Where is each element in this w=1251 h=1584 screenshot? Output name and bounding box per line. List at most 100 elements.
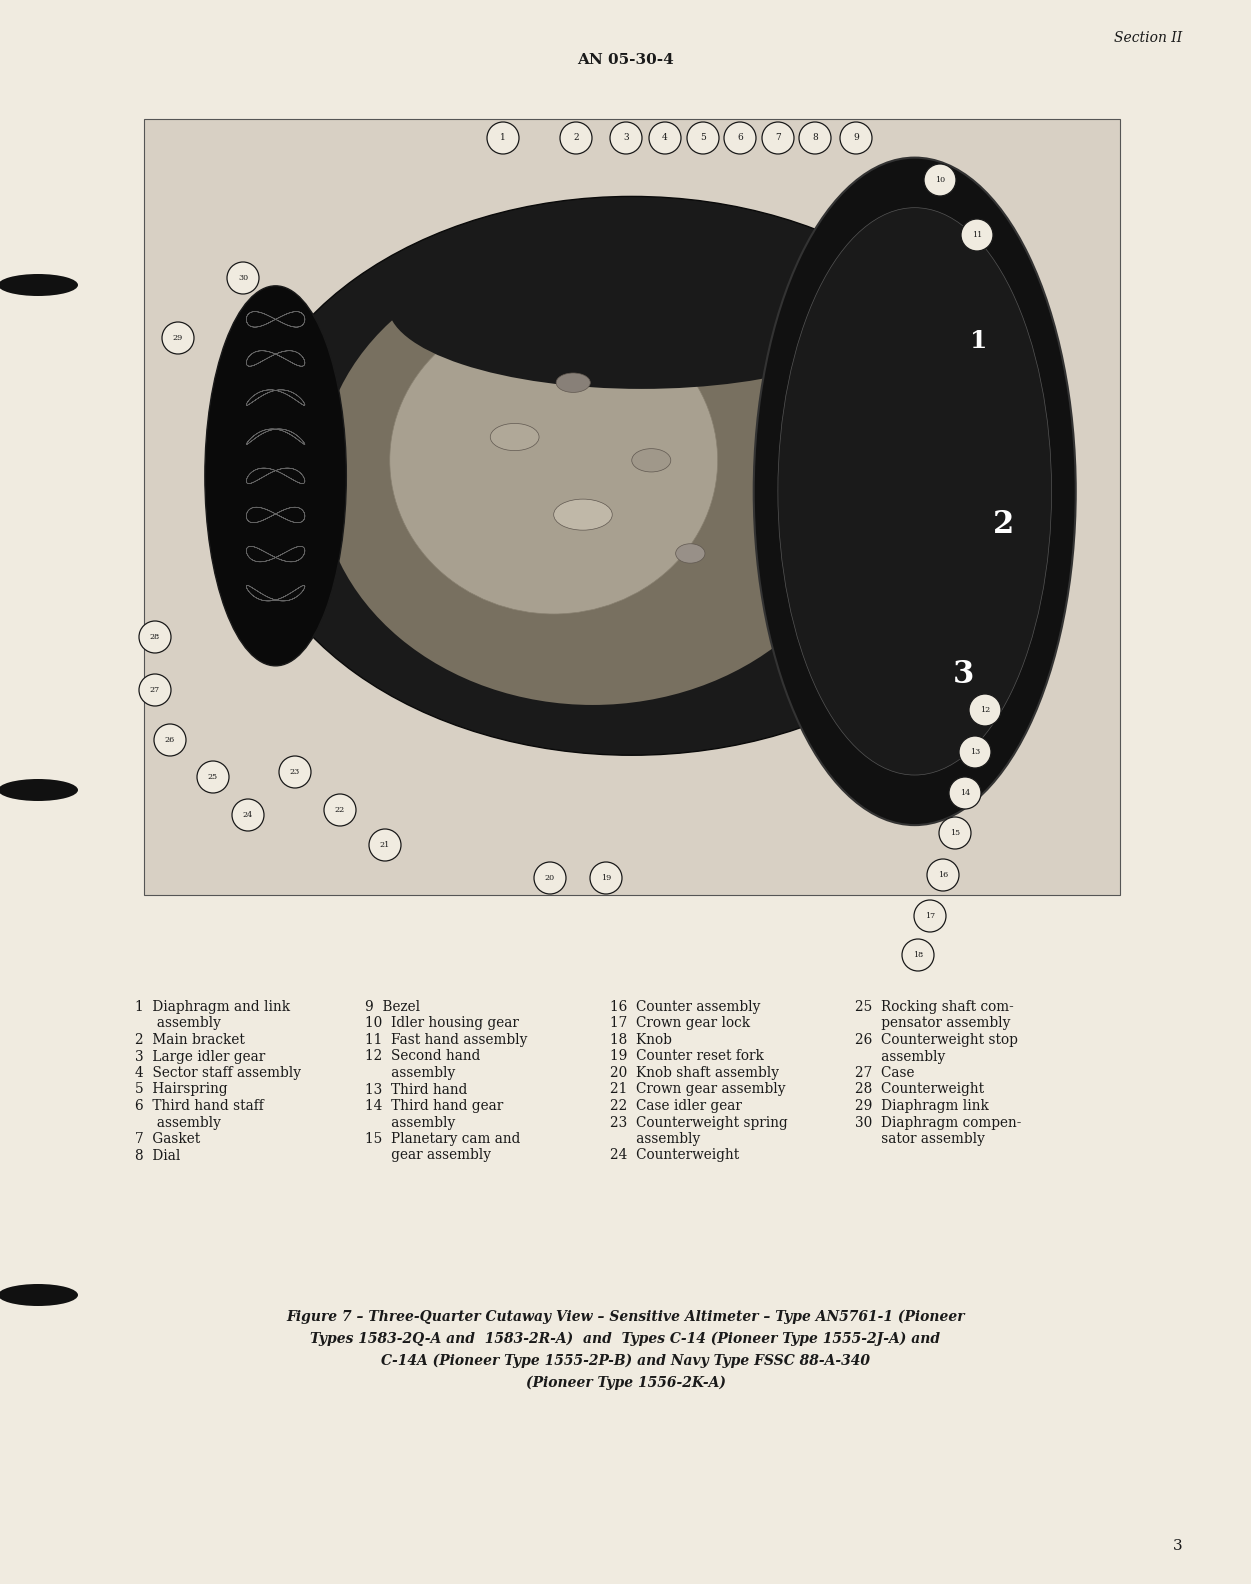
Ellipse shape [753, 158, 1076, 825]
Circle shape [590, 862, 622, 893]
Text: 5  Hairspring: 5 Hairspring [135, 1082, 228, 1096]
Text: 1: 1 [500, 133, 505, 143]
Text: 4  Sector staff assembly: 4 Sector staff assembly [135, 1066, 301, 1080]
Text: 10: 10 [934, 176, 945, 184]
Circle shape [927, 859, 960, 890]
Ellipse shape [0, 1285, 78, 1305]
Text: 28: 28 [150, 634, 160, 642]
Circle shape [324, 794, 357, 825]
Text: 17  Crown gear lock: 17 Crown gear lock [610, 1017, 751, 1031]
Text: 14  Third hand gear: 14 Third hand gear [365, 1099, 503, 1114]
Text: 3  Large idler gear: 3 Large idler gear [135, 1050, 265, 1063]
Circle shape [279, 756, 311, 787]
Text: 28  Counterweight: 28 Counterweight [854, 1082, 985, 1096]
Circle shape [839, 122, 872, 154]
Text: 13: 13 [970, 748, 980, 756]
Text: 19  Counter reset fork: 19 Counter reset fork [610, 1050, 764, 1063]
Text: 16  Counter assembly: 16 Counter assembly [610, 1000, 761, 1014]
Text: AN 05-30-4: AN 05-30-4 [577, 52, 674, 67]
Text: gear assembly: gear assembly [365, 1148, 490, 1163]
Text: Section II: Section II [1113, 32, 1182, 44]
Text: 21: 21 [380, 841, 390, 849]
Text: 7: 7 [776, 133, 781, 143]
Circle shape [649, 122, 681, 154]
Text: 3: 3 [952, 659, 973, 691]
Text: assembly: assembly [610, 1133, 701, 1145]
Text: 29  Diaphragm link: 29 Diaphragm link [854, 1099, 988, 1114]
Ellipse shape [490, 423, 539, 450]
Circle shape [970, 694, 1001, 725]
Circle shape [610, 122, 642, 154]
Text: sator assembly: sator assembly [854, 1133, 985, 1145]
Circle shape [940, 817, 971, 849]
Circle shape [139, 675, 171, 706]
Text: 30: 30 [238, 274, 248, 282]
Text: 23  Counterweight spring: 23 Counterweight spring [610, 1115, 788, 1129]
Ellipse shape [319, 247, 866, 705]
Text: 2  Main bracket: 2 Main bracket [135, 1033, 245, 1047]
Ellipse shape [205, 285, 347, 665]
Text: 13  Third hand: 13 Third hand [365, 1082, 468, 1096]
Text: 30  Diaphragm compen-: 30 Diaphragm compen- [854, 1115, 1021, 1129]
Circle shape [799, 122, 831, 154]
Circle shape [560, 122, 592, 154]
Text: 22  Case idler gear: 22 Case idler gear [610, 1099, 742, 1114]
Circle shape [154, 724, 186, 756]
Text: 27  Case: 27 Case [854, 1066, 914, 1080]
Ellipse shape [0, 274, 78, 296]
Text: Types 1583-2Q-A and  1583-2R-A)  and  Types C-14 (Pioneer Type 1555-2J-A) and: Types 1583-2Q-A and 1583-2R-A) and Types… [310, 1332, 941, 1346]
Text: 6: 6 [737, 133, 743, 143]
Ellipse shape [390, 307, 718, 615]
Ellipse shape [557, 372, 590, 393]
Text: 24  Counterweight: 24 Counterweight [610, 1148, 739, 1163]
Text: assembly: assembly [135, 1115, 221, 1129]
Text: assembly: assembly [365, 1066, 455, 1080]
Ellipse shape [388, 222, 896, 390]
Circle shape [914, 900, 946, 931]
Circle shape [762, 122, 794, 154]
Text: 25: 25 [208, 773, 218, 781]
Circle shape [924, 165, 956, 196]
Text: 11: 11 [972, 231, 982, 239]
Text: (Pioneer Type 1556-2K-A): (Pioneer Type 1556-2K-A) [525, 1376, 726, 1391]
Text: assembly: assembly [365, 1115, 455, 1129]
Ellipse shape [632, 448, 671, 472]
Circle shape [161, 322, 194, 353]
Text: 26: 26 [165, 737, 175, 744]
Text: 22: 22 [335, 806, 345, 814]
Text: 11  Fast hand assembly: 11 Fast hand assembly [365, 1033, 528, 1047]
Text: 26  Counterweight stop: 26 Counterweight stop [854, 1033, 1018, 1047]
Text: Figure 7 – Three-Quarter Cutaway View – Sensitive Altimeter – Type AN5761-1 (Pio: Figure 7 – Three-Quarter Cutaway View – … [286, 1310, 965, 1324]
Text: 3: 3 [1172, 1540, 1182, 1552]
Text: 18: 18 [913, 950, 923, 958]
Text: pensator assembly: pensator assembly [854, 1017, 1011, 1031]
Text: 23: 23 [290, 768, 300, 776]
Text: 8: 8 [812, 133, 818, 143]
Text: 16: 16 [938, 871, 948, 879]
Circle shape [950, 778, 981, 809]
Text: 9: 9 [853, 133, 859, 143]
Text: 12  Second hand: 12 Second hand [365, 1050, 480, 1063]
Text: 10  Idler housing gear: 10 Idler housing gear [365, 1017, 519, 1031]
Circle shape [196, 760, 229, 794]
Circle shape [724, 122, 756, 154]
Text: 9  Bezel: 9 Bezel [365, 1000, 420, 1014]
Circle shape [231, 798, 264, 832]
Text: 29: 29 [173, 334, 183, 342]
Text: 12: 12 [980, 706, 990, 714]
Ellipse shape [554, 499, 612, 531]
Text: assembly: assembly [854, 1050, 946, 1063]
Text: 27: 27 [150, 686, 160, 694]
Text: 1  Diaphragm and link: 1 Diaphragm and link [135, 1000, 290, 1014]
Circle shape [961, 219, 993, 250]
Text: 15  Planetary cam and: 15 Planetary cam and [365, 1133, 520, 1145]
Text: 3: 3 [623, 133, 629, 143]
Circle shape [369, 828, 402, 862]
Text: 5: 5 [701, 133, 706, 143]
Text: 20: 20 [545, 874, 555, 882]
Text: 15: 15 [950, 828, 960, 836]
Circle shape [487, 122, 519, 154]
Bar [144, 119, 1120, 895]
Text: 4: 4 [662, 133, 668, 143]
Ellipse shape [0, 779, 78, 802]
